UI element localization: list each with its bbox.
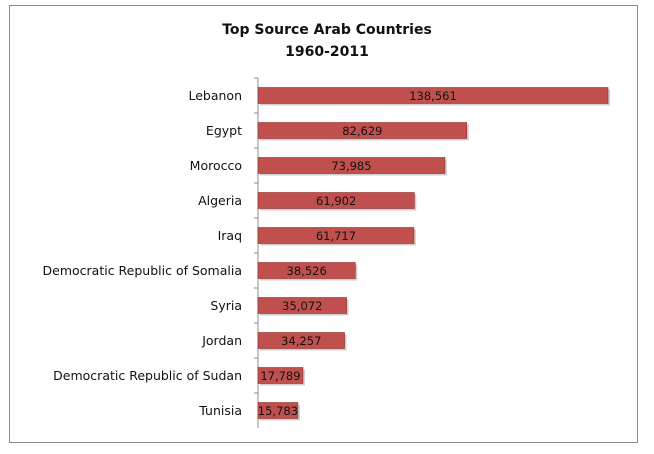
value-label: 61,902 bbox=[316, 194, 356, 208]
chart-subtitle: 1960-2011 bbox=[285, 44, 369, 60]
value-label: 15,783 bbox=[258, 404, 298, 418]
bar-jordan bbox=[257, 332, 345, 349]
category-label: Egypt bbox=[206, 123, 242, 138]
category-label: Iraq bbox=[218, 228, 242, 243]
bar-democratic-republic-of-somalia bbox=[257, 262, 356, 279]
value-label: 35,072 bbox=[282, 299, 322, 313]
value-label: 73,985 bbox=[331, 159, 371, 173]
chart-title: Top Source Arab Countries bbox=[222, 22, 432, 38]
category-label: Morocco bbox=[190, 158, 242, 173]
bar-egypt bbox=[257, 122, 468, 139]
category-label: Democratic Republic of Sudan bbox=[53, 368, 242, 383]
chart-frame bbox=[9, 5, 638, 443]
bar-tunisia bbox=[257, 402, 299, 419]
category-label: Algeria bbox=[198, 193, 242, 208]
category-label: Democratic Republic of Somalia bbox=[43, 263, 242, 278]
bar-iraq bbox=[257, 227, 415, 244]
value-label: 34,257 bbox=[281, 334, 321, 348]
category-label: Tunisia bbox=[198, 403, 242, 418]
value-label: 38,526 bbox=[287, 264, 327, 278]
bar-morocco bbox=[257, 157, 446, 174]
value-label: 138,561 bbox=[409, 89, 457, 103]
category-label: Jordan bbox=[201, 333, 242, 348]
category-label: Lebanon bbox=[188, 88, 242, 103]
bar-syria bbox=[257, 297, 347, 314]
bar-algeria bbox=[257, 192, 415, 209]
category-label: Syria bbox=[210, 298, 242, 313]
chart-title-block: Top Source Arab Countries 1960-2011 bbox=[0, 19, 654, 63]
value-label: 82,629 bbox=[342, 124, 382, 138]
value-label: 17,789 bbox=[260, 369, 300, 383]
bar-lebanon bbox=[257, 87, 609, 104]
bar-democratic-republic-of-sudan bbox=[257, 367, 304, 384]
value-label: 61,717 bbox=[316, 229, 356, 243]
